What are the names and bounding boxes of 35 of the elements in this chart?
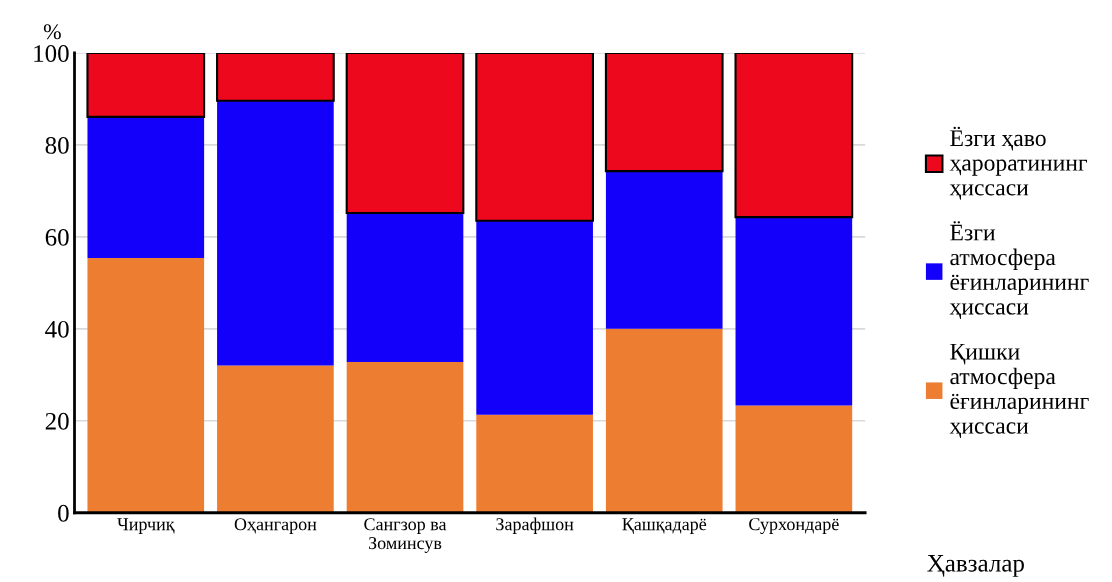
bar xyxy=(346,361,464,513)
x-axis-title: Ҳавзалар xyxy=(927,555,1024,577)
bar xyxy=(476,220,593,415)
x-tick-label: Қашқадарё xyxy=(622,518,707,534)
x-tick-label: Оҳангарон xyxy=(234,518,317,534)
bar xyxy=(604,52,724,173)
bar xyxy=(217,100,334,366)
bar xyxy=(475,52,594,222)
bar xyxy=(217,365,334,513)
y-tick-label: 40 xyxy=(45,320,69,338)
x-tick-label: Сурхондарё xyxy=(749,518,839,534)
y-axis-title: % xyxy=(43,24,61,40)
x-tick-label: Чирчиқ xyxy=(117,518,175,534)
bar xyxy=(216,52,335,102)
x-tick-label: Сангзор ва Зоминсув xyxy=(364,518,447,553)
x-tick-label: Зарафшон xyxy=(496,517,574,534)
bar xyxy=(735,217,853,406)
y-tick-label: 20 xyxy=(45,412,69,430)
bar xyxy=(87,258,205,513)
y-tick-label: 60 xyxy=(45,228,69,246)
legend-label: Қишки атмосфера ёғинларининг ҳиссаси xyxy=(949,343,1089,439)
y-tick-label: 80 xyxy=(45,136,69,154)
bar xyxy=(346,212,464,362)
bar xyxy=(86,52,206,118)
bar xyxy=(87,116,205,259)
legend-label: Ёзги ҳаво ҳароратининг ҳиссаси xyxy=(949,126,1088,200)
bar xyxy=(476,414,593,513)
bar xyxy=(605,328,723,513)
y-tick-label: 100 xyxy=(34,45,69,62)
bar xyxy=(605,171,723,329)
bar xyxy=(345,52,465,215)
y-tick-label: 0 xyxy=(58,504,69,522)
legend-label: Ёзги атмосфера ёғинларининг ҳиссаси xyxy=(949,221,1089,319)
bar xyxy=(734,52,854,219)
bar xyxy=(735,405,853,513)
